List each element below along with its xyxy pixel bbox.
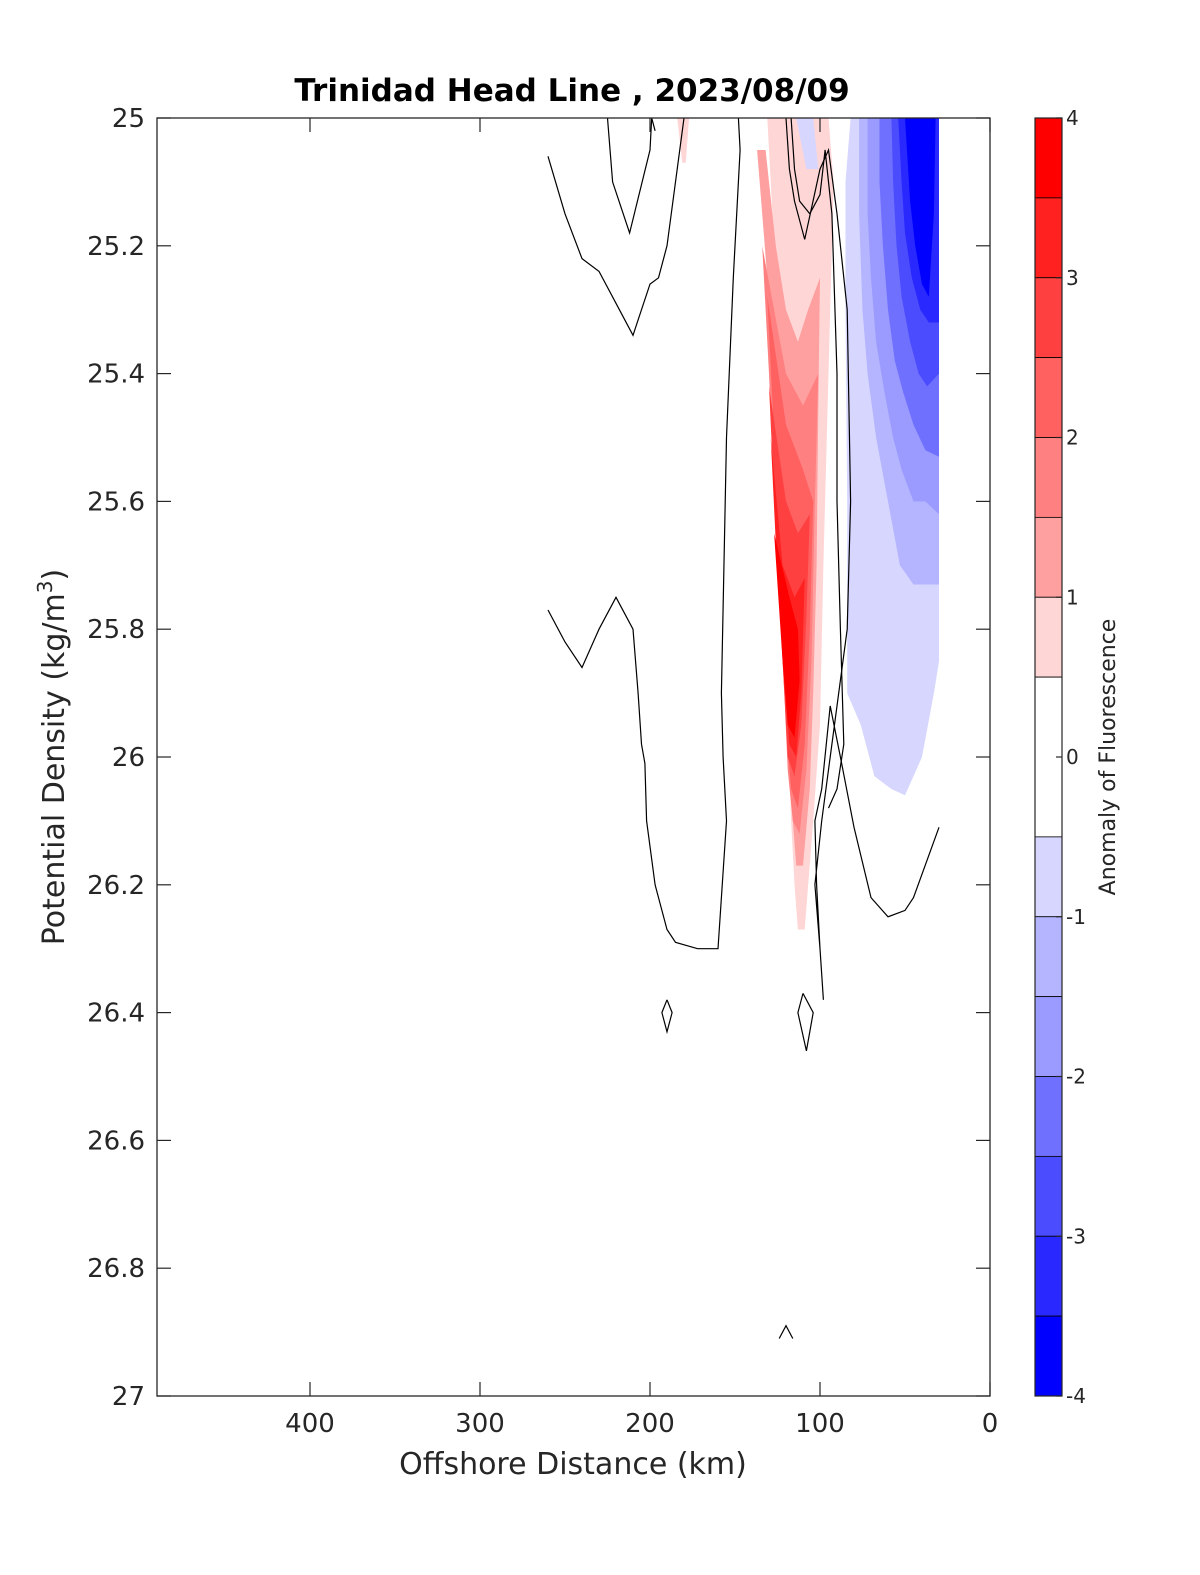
colorbar-tick-label: 0 xyxy=(1066,745,1079,769)
x-tick-label: 200 xyxy=(625,1409,675,1439)
y-tick-label: 25.2 xyxy=(87,232,145,262)
colorbar-band xyxy=(1034,277,1063,359)
y-tick-label: 26.6 xyxy=(87,1126,145,1156)
contour-line-outer-bottom xyxy=(547,118,741,950)
x-axis-label: Offshore Distance (km) xyxy=(399,1447,747,1482)
contour-line-caret-120 xyxy=(778,1324,794,1339)
y-axis-label-close: ) xyxy=(37,569,72,581)
contour-line-inner-top xyxy=(606,118,656,236)
y-tick-label: 25.4 xyxy=(87,360,145,390)
colorbar-band xyxy=(1034,836,1063,918)
colorbar-band xyxy=(1034,357,1063,438)
filled-region-red-6 xyxy=(774,533,800,738)
y-axis-label-sup: 3 xyxy=(33,580,57,593)
colorbar-tick-label: -3 xyxy=(1066,1224,1086,1248)
y-axis-label-main: Potential Density (kg/m xyxy=(37,593,72,945)
contour-line-outer-top xyxy=(547,118,685,337)
colorbar-band xyxy=(1034,1076,1063,1157)
x-tick-label: 100 xyxy=(795,1409,845,1439)
colorbar: 4 3 2 1 0 -1 -2 -3 -4 xyxy=(1034,106,1086,1408)
y-axis-ticks: 25 25.2 25.4 25.6 25.8 26 26.2 26.4 26.6 26.8 27 xyxy=(87,104,990,1412)
colorbar-tick-label: 1 xyxy=(1066,585,1079,609)
colorbar-band xyxy=(1034,1155,1063,1237)
colorbar-band xyxy=(1034,117,1063,199)
y-tick-label: 25.8 xyxy=(87,615,145,645)
contour-line-diamond-190 xyxy=(661,999,673,1035)
colorbar-tick-label: -2 xyxy=(1066,1065,1086,1089)
y-tick-label: 26.4 xyxy=(87,999,145,1029)
chart-title: Trinidad Head Line , 2023/08/09 xyxy=(294,73,849,109)
y-axis-label: Potential Density (kg/m3) xyxy=(33,569,72,945)
x-tick-label: 400 xyxy=(285,1409,335,1439)
filled-contours xyxy=(677,118,939,930)
y-tick-label: 25 xyxy=(112,104,145,134)
colorbar-band xyxy=(1034,1315,1063,1397)
colorbar-tick-label: -4 xyxy=(1066,1384,1086,1408)
x-tick-label: 0 xyxy=(982,1409,999,1439)
colorbar-tick-label: -1 xyxy=(1066,905,1086,929)
contour-line-blue-boundary-line xyxy=(790,118,845,809)
colorbar-tick-label: 2 xyxy=(1066,426,1079,450)
y-tick-label: 26.8 xyxy=(87,1254,145,1284)
contour-lines xyxy=(547,118,940,1339)
contour-line-diamond-110 xyxy=(797,993,814,1052)
colorbar-band xyxy=(1034,1235,1063,1317)
colorbar-tick-label: 3 xyxy=(1066,266,1079,290)
colorbar-label: Anomaly of Fluorescence xyxy=(1096,619,1121,896)
y-tick-label: 26.2 xyxy=(87,871,145,901)
filled-region-blue-7 xyxy=(905,118,936,297)
x-tick-label: 300 xyxy=(455,1409,505,1439)
colorbar-band xyxy=(1034,197,1063,279)
colorbar-band xyxy=(1034,996,1063,1077)
filled-region-blue-small-top xyxy=(796,118,819,170)
y-tick-label: 27 xyxy=(112,1382,145,1412)
filled-region-pink-top xyxy=(677,118,690,163)
y-tick-label: 26 xyxy=(112,743,145,773)
colorbar-tick-label: 4 xyxy=(1066,106,1079,130)
colorbar-band xyxy=(1034,516,1063,598)
colorbar-band xyxy=(1034,596,1063,678)
contour-line-right-of-red xyxy=(785,118,940,1000)
x-axis-ticks: 400 300 200 100 0 xyxy=(285,118,998,1439)
y-tick-label: 25.6 xyxy=(87,487,145,517)
colorbar-band xyxy=(1034,916,1063,998)
colorbar-band xyxy=(1034,437,1063,518)
